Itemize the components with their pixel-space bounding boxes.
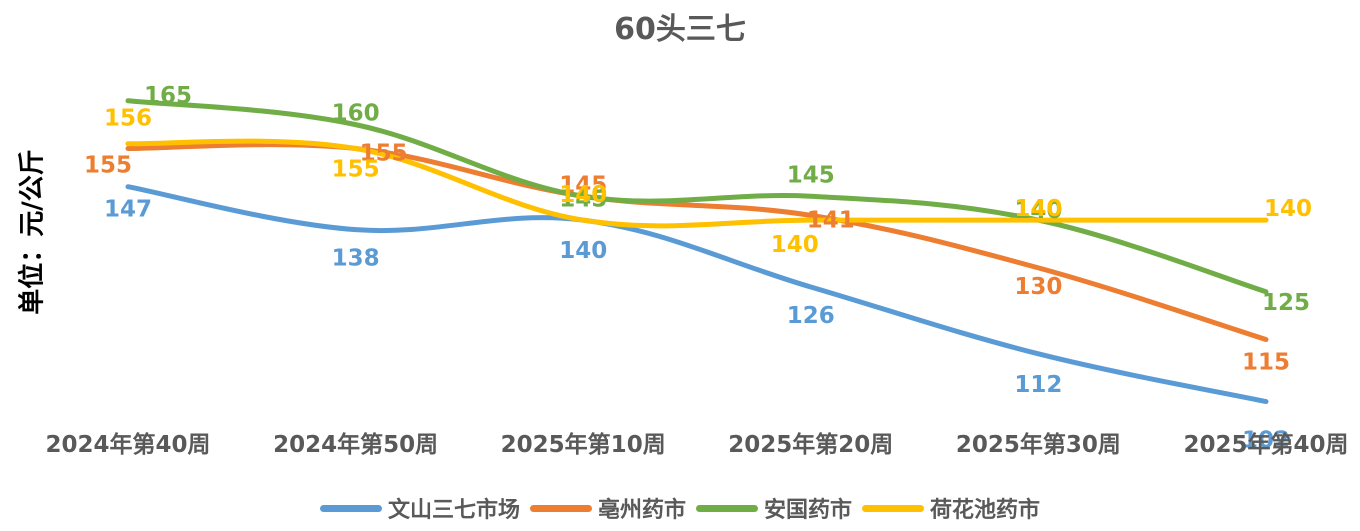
data-label-hehuachi-1: 155 xyxy=(332,157,380,183)
data-label-hehuachi-3: 140 xyxy=(771,232,819,258)
data-label-anguo-4: 140 xyxy=(1014,198,1062,224)
data-label-hehuachi-4: 140 xyxy=(1014,196,1062,222)
data-label-wenshan-1: 138 xyxy=(332,246,380,272)
x-tick-label: 2024年第40周 xyxy=(45,431,210,458)
series-line-hehuachi xyxy=(125,138,1269,229)
legend-label: 亳州药市 xyxy=(597,498,686,523)
legend-item-wenshan: 文山三七市场 xyxy=(319,492,520,524)
legend-item-hehuachi: 荷花池药市 xyxy=(862,492,1040,524)
data-label-wenshan-2: 140 xyxy=(559,238,607,264)
data-label-bozhou-3: 141 xyxy=(807,207,855,233)
data-label-bozhou-1: 155 xyxy=(360,141,408,167)
legend: 文山三七市场 亳州药市 安国药市 荷花池药市 xyxy=(0,492,1360,524)
x-tick-label: 2025年第20周 xyxy=(728,431,893,458)
legend-swatch xyxy=(696,504,758,512)
series-line-wenshan xyxy=(125,184,1269,405)
data-label-wenshan-4: 112 xyxy=(1014,372,1062,398)
legend-swatch xyxy=(862,504,925,512)
x-tick-label: 2025年第30周 xyxy=(956,431,1121,458)
data-label-wenshan-0: 147 xyxy=(104,197,152,223)
legend-item-bozhou: 亳州药市 xyxy=(529,492,686,524)
x-tick-label: 2025年第40周 xyxy=(1183,431,1348,458)
data-label-bozhou-2: 145 xyxy=(559,172,607,198)
legend-swatch xyxy=(529,504,592,512)
data-label-hehuachi-5: 140 xyxy=(1264,196,1312,222)
data-label-hehuachi-0: 156 xyxy=(104,106,152,132)
data-label-anguo-0: 165 xyxy=(144,83,192,109)
legend-label: 安国药市 xyxy=(764,498,853,523)
legend-swatch xyxy=(319,504,382,512)
data-label-wenshan-5: 102 xyxy=(1242,428,1290,454)
data-label-anguo-5: 125 xyxy=(1262,290,1310,316)
data-label-anguo-1: 160 xyxy=(332,101,380,127)
series-line-bozhou xyxy=(125,142,1269,342)
legend-label: 荷花池药市 xyxy=(930,498,1041,523)
data-label-bozhou-4: 130 xyxy=(1014,274,1062,300)
legend-label: 文山三七市场 xyxy=(387,498,520,523)
data-label-wenshan-3: 126 xyxy=(787,303,835,329)
legend-item-anguo: 安国药市 xyxy=(696,492,852,524)
data-label-hehuachi-2: 140 xyxy=(559,182,607,208)
x-tick-label: 2024年第50周 xyxy=(273,431,438,458)
data-label-anguo-2: 145 xyxy=(559,186,607,212)
data-label-anguo-3: 145 xyxy=(787,162,835,188)
data-label-bozhou-0: 155 xyxy=(84,153,132,179)
data-label-bozhou-5: 115 xyxy=(1242,350,1290,376)
x-tick-label: 2025年第10周 xyxy=(501,431,666,458)
chart-title: 60头三七 xyxy=(614,12,746,47)
series-line-anguo xyxy=(125,98,1269,295)
